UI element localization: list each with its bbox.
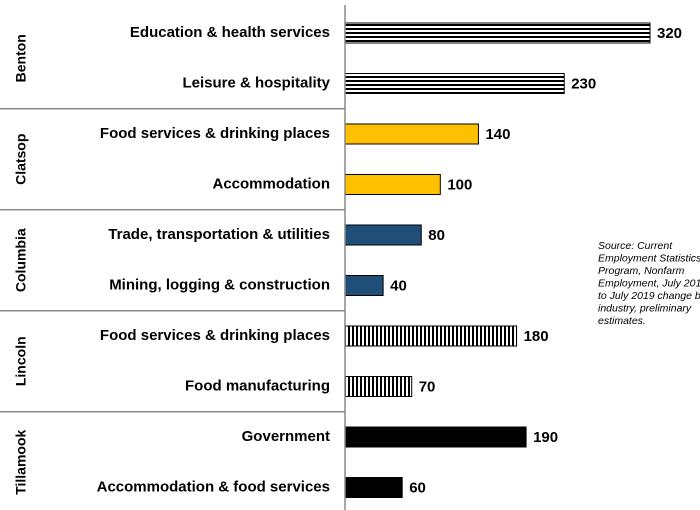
group-label: Tillamook bbox=[13, 429, 29, 494]
plot: Education & health services 320 Leisure & … bbox=[0, 5, 700, 510]
bar bbox=[344, 426, 527, 448]
bar bbox=[344, 174, 441, 195]
category-label: Food manufacturing bbox=[185, 377, 330, 394]
group-label: Benton bbox=[13, 34, 29, 82]
source-note: Employment, July 2018 bbox=[598, 277, 700, 289]
category-label: Government bbox=[242, 428, 330, 445]
value-label: 70 bbox=[419, 378, 436, 395]
source-note: estimates. bbox=[598, 315, 646, 327]
bar bbox=[344, 224, 422, 246]
bar bbox=[344, 275, 384, 296]
category-label: Food services & drinking places bbox=[100, 125, 330, 142]
category-label: Leisure & hospitality bbox=[182, 74, 330, 91]
bar bbox=[344, 325, 518, 347]
value-label: 320 bbox=[657, 25, 682, 42]
value-label: 140 bbox=[485, 126, 510, 143]
category-label: Food services & drinking places bbox=[100, 327, 330, 344]
category-label: Trade, transportation & utilities bbox=[108, 226, 330, 243]
category-label: Accommodation & food services bbox=[97, 478, 330, 495]
bar bbox=[344, 477, 403, 498]
bar bbox=[344, 376, 413, 397]
source-note: industry, preliminary bbox=[598, 302, 692, 314]
value-label: 100 bbox=[447, 176, 472, 193]
value-label: 80 bbox=[428, 227, 445, 244]
value-label: 60 bbox=[409, 479, 426, 496]
group-label: Lincoln bbox=[13, 336, 29, 386]
source-note: Employment Statistics bbox=[598, 252, 700, 264]
source-note: Source: Current bbox=[598, 240, 673, 252]
group-label: Clatsop bbox=[13, 134, 29, 185]
bar bbox=[344, 123, 479, 145]
source-note: to July 2019 change by bbox=[598, 290, 700, 302]
category-label: Accommodation bbox=[212, 175, 330, 192]
source-note: Program, Nonfarm bbox=[598, 265, 685, 277]
bar bbox=[344, 22, 651, 44]
group-label: Columbia bbox=[13, 228, 29, 292]
value-label: 40 bbox=[390, 277, 407, 294]
category-label: Education & health services bbox=[130, 24, 330, 41]
value-label: 230 bbox=[571, 75, 596, 92]
value-label: 180 bbox=[524, 328, 549, 345]
category-label: Mining, logging & construction bbox=[109, 276, 330, 293]
value-label: 190 bbox=[533, 429, 558, 446]
bar bbox=[344, 73, 565, 94]
